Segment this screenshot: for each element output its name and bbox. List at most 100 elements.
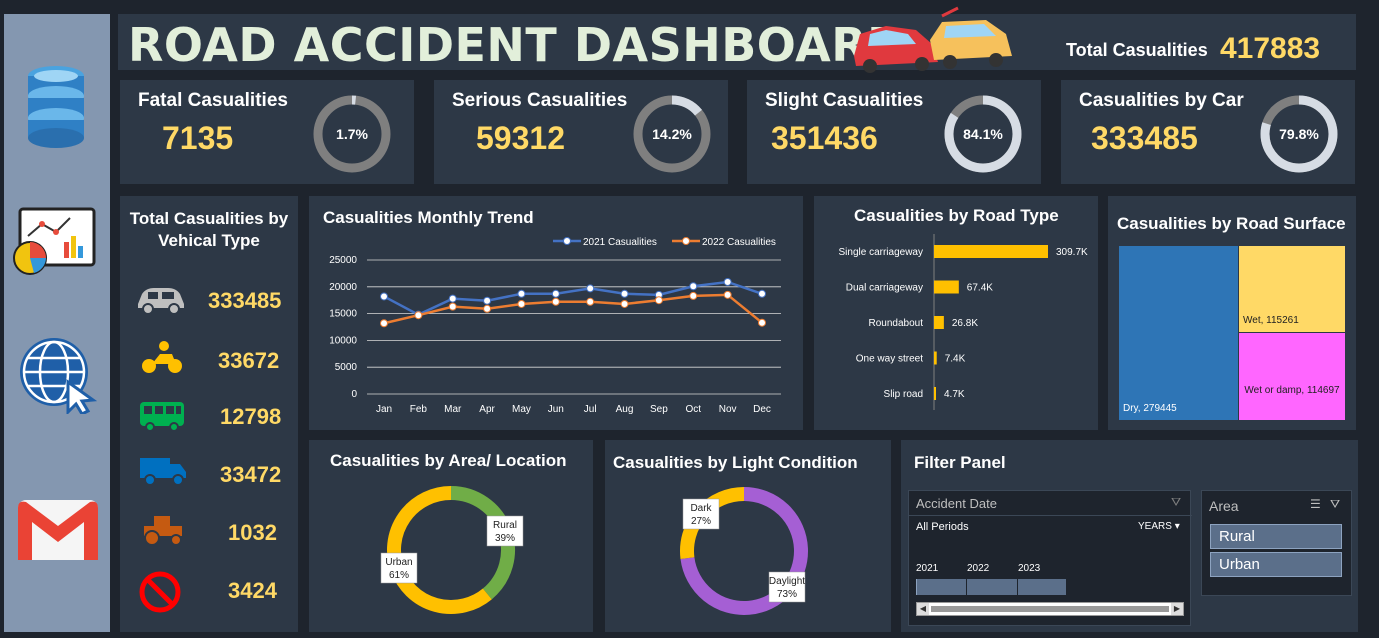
- donut-label-pct: 73%: [777, 589, 797, 600]
- treemap-wet: Wet, 115261: [1239, 246, 1345, 332]
- area-option-rural[interactable]: Rural: [1210, 524, 1342, 549]
- donut-data-label: Rural 39%: [486, 515, 524, 547]
- header: ROAD ACCIDENT DASHBOARD Total Casualitie…: [118, 6, 1356, 73]
- date-slicer-header: Accident Date: [916, 496, 997, 511]
- bar: [934, 316, 944, 329]
- timeline-year-2023: 2023: [1018, 563, 1041, 574]
- kpi-label: Fatal Casualities: [138, 90, 288, 111]
- timeline-bar[interactable]: [916, 579, 1066, 595]
- treemap-dry-label: Dry, 279445: [1123, 403, 1177, 414]
- chevron-down-icon: ▾: [1174, 521, 1180, 532]
- data-point: [586, 284, 595, 293]
- treemap-wet-damp-label: Wet or damp, 114697: [1244, 385, 1340, 396]
- kpi-donut: 1.7%: [313, 95, 391, 173]
- road-surface-panel: Casualities by Road Surface Dry, 279445 …: [1108, 196, 1356, 430]
- treemap-dry: Dry, 279445: [1119, 246, 1238, 420]
- globe-icon[interactable]: [18, 334, 98, 416]
- kpi-pct: 79.8%: [1279, 126, 1319, 142]
- kpi-pct: 1.7%: [336, 126, 368, 142]
- light-condition-title: Casualities by Light Condition: [613, 453, 858, 472]
- data-point: [551, 297, 560, 306]
- bar-value-label: 4.7K: [944, 389, 965, 400]
- crash-cars-icon: [846, 4, 1026, 80]
- data-point: [414, 311, 423, 320]
- legend-label: 2021 Casualities: [583, 237, 657, 248]
- donut-label-box: [380, 552, 418, 584]
- donut-data-label: Daylight 73%: [768, 571, 805, 603]
- car-icon: [138, 288, 184, 314]
- years-dropdown[interactable]: YEARS ▾: [1138, 521, 1180, 532]
- x-tick-label: Dec: [753, 404, 771, 415]
- kpi-donut-arc: [313, 95, 391, 173]
- data-point: [758, 318, 766, 327]
- timeline-year-2021: 2021: [916, 563, 939, 574]
- database-icon[interactable]: [26, 64, 86, 150]
- kpi-card-slight: Slight Casualities 351436 84.1%: [747, 80, 1041, 184]
- kpi-donut: 79.8%: [1260, 95, 1338, 173]
- donut-label-box: [486, 515, 524, 547]
- vehicle-title-line1: Total Casualities by: [129, 209, 289, 228]
- bike-icon: [142, 341, 182, 373]
- gmail-icon[interactable]: [16, 498, 100, 562]
- kpi-donut-arc: [1260, 95, 1338, 173]
- treemap-wet-damp: Wet or damp, 114697: [1239, 333, 1345, 420]
- bar-value-label: 26.8K: [952, 318, 978, 329]
- kpi-donut: 14.2%: [633, 95, 711, 173]
- area-option-urban[interactable]: Urban: [1210, 552, 1342, 577]
- donut-label-name: Dark: [690, 503, 712, 514]
- monthly-trend-panel: Casualities Monthly Trend 25000 20000 1500…: [309, 196, 803, 430]
- scroll-right-icon[interactable]: ▶: [1171, 603, 1183, 615]
- filter-panel: Filter Panel Accident Date ⛛ All Periods…: [901, 440, 1358, 632]
- date-timeline-slicer[interactable]: Accident Date ⛛ All Periods YEARS ▾ 2021…: [908, 490, 1192, 626]
- vehicle-value-bus: 12798: [220, 404, 282, 429]
- kpi-value: 333485: [1091, 120, 1198, 156]
- x-tick-label: Feb: [410, 404, 428, 415]
- data-point: [758, 289, 766, 298]
- x-tick-label: Mar: [444, 404, 462, 415]
- data-point: [551, 289, 560, 298]
- x-tick-label: Jan: [376, 404, 392, 415]
- area-slicer-header: Area: [1209, 498, 1239, 514]
- data-point: [448, 294, 457, 303]
- y-tick-label: 25000: [329, 255, 357, 266]
- van-icon: [140, 458, 186, 486]
- x-tick-label: Apr: [479, 404, 495, 415]
- scroll-left-icon[interactable]: ◀: [917, 603, 929, 615]
- bar-category-label: One way street: [856, 354, 923, 365]
- analytics-icon[interactable]: [10, 206, 98, 278]
- clear-filter-icon[interactable]: ⛛: [1171, 495, 1182, 509]
- donut-label-name: Rural: [493, 520, 517, 531]
- data-point: [723, 277, 732, 286]
- kpi-label: Serious Casualities: [452, 90, 628, 111]
- light-donut-chart: Daylight 73% Dark 27%: [680, 487, 808, 615]
- multi-select-icon[interactable]: ☰: [1310, 497, 1321, 511]
- donut-slice: [387, 486, 492, 614]
- road-type-panel: Casualities by Road Type Single carriage…: [814, 196, 1098, 430]
- road-type-title: Casualities by Road Type: [854, 206, 1059, 225]
- timeline-scrollbar[interactable]: ◀ ▶: [916, 602, 1184, 616]
- y-tick-label: 20000: [329, 282, 357, 293]
- bar: [934, 280, 959, 294]
- legend-marker: [682, 237, 690, 245]
- data-point: [620, 299, 629, 308]
- clear-filter-icon[interactable]: ⛛: [1330, 497, 1341, 511]
- filter-panel-title: Filter Panel: [914, 453, 1006, 472]
- x-tick-label: Aug: [616, 404, 634, 415]
- series-line: [383, 280, 763, 317]
- vehicle-value-car: 333485: [208, 288, 282, 313]
- kpi-card-serious: Serious Casualities 59312 14.2%: [434, 80, 728, 184]
- legend-label: 2022 Casualities: [702, 237, 776, 248]
- total-casualities-label: Total Casualities: [1066, 40, 1208, 60]
- data-point: [483, 296, 492, 305]
- bar-category-label: Dual carriageway: [846, 283, 923, 294]
- kpi-donut-arc: [944, 95, 1022, 173]
- vehicle-value-bike: 33672: [218, 348, 280, 373]
- treemap-wet-label: Wet, 115261: [1243, 315, 1299, 326]
- data-point: [723, 290, 732, 299]
- bar-value-label: 67.4K: [967, 283, 993, 294]
- x-tick-label: Oct: [685, 404, 701, 415]
- area-slicer[interactable]: Area ☰ ⛛ Rural Urban: [1201, 490, 1352, 596]
- bar-category-label: Slip road: [884, 389, 923, 400]
- data-point: [380, 319, 388, 328]
- page-title: ROAD ACCIDENT DASHBOARD: [128, 18, 906, 72]
